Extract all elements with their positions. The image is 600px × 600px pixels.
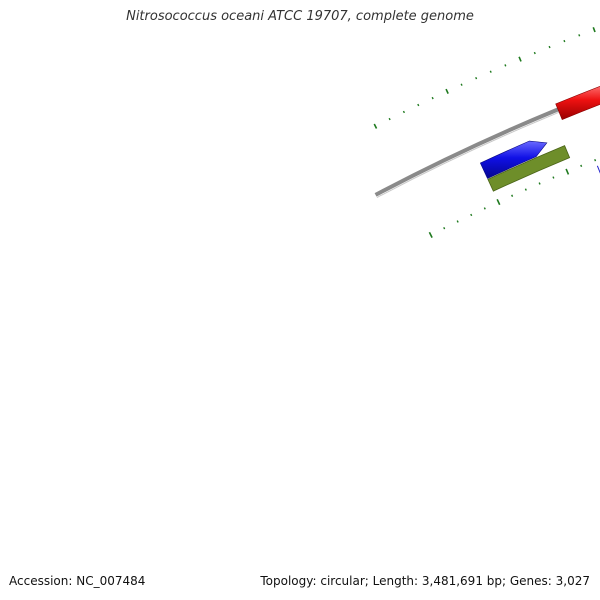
blue-gene-arrow[interactable]	[479, 140, 548, 179]
inner-tick-mark	[428, 231, 433, 238]
inner-tick-mark	[483, 207, 486, 210]
green-feature-bar	[487, 145, 571, 192]
outer-tick-mark	[533, 51, 536, 55]
outer-tick-mark	[402, 110, 405, 114]
outer-tick-mark	[388, 117, 391, 121]
outer-tick-mark	[417, 103, 420, 107]
genome-stats: Topology: circular; Length: 3,481,691 bp…	[260, 574, 590, 588]
inner-tick-mark	[565, 168, 570, 175]
outer-tick-mark	[489, 70, 492, 73]
outer-tick-mark	[373, 123, 378, 129]
outer-tick-mark	[592, 27, 596, 33]
map-title: Nitrosococcus oceani ATCC 19707, complet…	[126, 9, 474, 24]
outer-tick-mark	[504, 64, 507, 67]
outer-tick-mark	[460, 83, 463, 86]
outer-tick-mark	[578, 34, 581, 37]
inner-tick-mark	[594, 159, 597, 162]
outer-tick-mark	[445, 88, 449, 94]
inner-tick-mark	[524, 188, 527, 191]
red-gene-arrow[interactable]	[555, 84, 600, 121]
outer-tick-mark	[563, 39, 566, 43]
inner-tick-mark	[496, 198, 501, 206]
inner-tick-mark	[552, 176, 555, 179]
outer-tick-mark	[518, 56, 522, 62]
outer-tick-mark	[548, 45, 551, 49]
inner-tick-mark	[470, 213, 473, 217]
inner-tick-mark	[580, 164, 583, 168]
outer-tick-mark	[475, 76, 478, 80]
inner-tick-mark	[538, 182, 541, 185]
outer-tick-mark	[431, 96, 434, 100]
inner-tick-mark	[456, 220, 459, 223]
inner-tick-mark	[443, 226, 446, 230]
inner-tick-mark	[511, 194, 514, 197]
accession-label: Accession: NC_007484	[9, 574, 146, 588]
